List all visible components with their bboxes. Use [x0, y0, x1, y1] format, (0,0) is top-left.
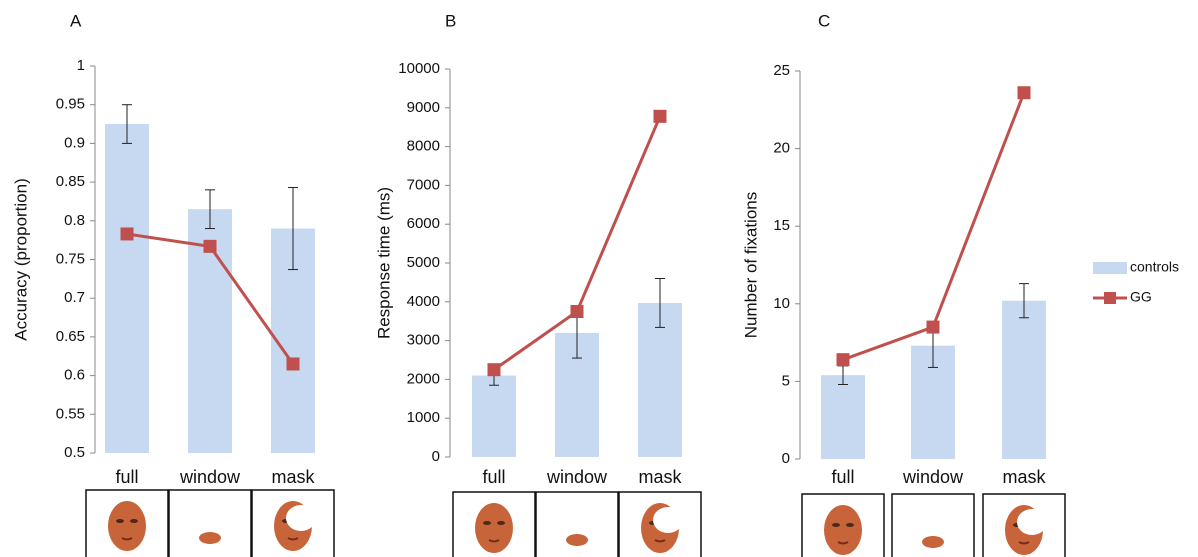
y-tick-label: 0.6: [64, 367, 85, 384]
bar: [1002, 301, 1046, 459]
y-tick-label: 0.9: [64, 134, 85, 151]
line-marker: [571, 305, 584, 318]
line-marker: [287, 357, 300, 370]
figure: A Accuracy (proportion) 0.5 0.55 0.6 0.65 0.7 0…: [0, 0, 1198, 557]
y-tick-label: 10: [773, 295, 790, 312]
line-marker: [837, 353, 850, 366]
panel-label: C: [818, 11, 830, 30]
line-marker: [121, 227, 134, 240]
x-tick-label: window: [179, 467, 241, 487]
line-marker: [204, 240, 217, 253]
y-tick-label: 0.95: [56, 96, 85, 113]
y-tick-label: 20: [773, 140, 790, 157]
x-tick-label: mask: [638, 467, 682, 487]
x-tick-label: mask: [1002, 467, 1046, 487]
y-tick-label: 25: [773, 62, 790, 79]
y-tick-label: 0.85: [56, 173, 85, 190]
bar: [472, 376, 516, 457]
y-tick-label: 4000: [407, 293, 440, 310]
y-tick-label: 0.75: [56, 250, 85, 267]
y-axis-label: Accuracy (proportion): [11, 178, 30, 341]
stimulus-face: [566, 534, 588, 546]
y-tick-label: 0.5: [64, 444, 85, 461]
stimulus-box: [536, 492, 618, 557]
y-tick-label: 9000: [407, 99, 440, 116]
y-tick-label: 0: [432, 448, 440, 465]
y-tick-label: 8000: [407, 138, 440, 155]
stimulus-mask: [653, 507, 683, 533]
y-axis-label: Number of fixations: [741, 192, 760, 338]
stimulus-mask: [1017, 509, 1047, 535]
x-tick-label: full: [115, 467, 138, 487]
y-tick-label: 15: [773, 217, 790, 234]
stimulus-face: [199, 532, 221, 544]
x-tick-label: full: [482, 467, 505, 487]
y-tick-label: 2000: [407, 370, 440, 387]
y-tick-label: 1: [77, 57, 85, 74]
y-tick-label: 3000: [407, 332, 440, 349]
bar: [821, 375, 865, 459]
y-tick-label: 0.65: [56, 328, 85, 345]
stimulus-face: [475, 503, 513, 553]
legend-label: GG: [1130, 289, 1152, 305]
x-tick-label: mask: [271, 467, 315, 487]
y-tick-label: 0: [782, 450, 790, 467]
stimulus-mask: [286, 505, 316, 531]
y-tick-label: 1000: [407, 409, 440, 426]
stimulus-box: [169, 490, 251, 557]
y-tick-label: 5: [782, 372, 790, 389]
page: {"chart_data": [ {"type": "bar_line", "p…: [0, 0, 1198, 557]
bar: [105, 124, 149, 453]
x-tick-label: full: [831, 467, 854, 487]
y-tick-label: 10000: [398, 60, 440, 77]
y-tick-label: 0.8: [64, 212, 85, 229]
panel-label: B: [445, 11, 456, 30]
legend-label: controls: [1130, 259, 1179, 275]
stimulus-face: [824, 505, 862, 555]
legend-swatch: [1093, 262, 1127, 274]
line-marker: [1018, 86, 1031, 99]
stimulus-face: [108, 501, 146, 551]
line-marker: [927, 321, 940, 334]
y-tick-label: 0.55: [56, 405, 85, 422]
stimulus-face: [922, 536, 944, 548]
line-marker: [654, 110, 667, 123]
y-tick-label: 5000: [407, 254, 440, 271]
line: [843, 93, 1024, 360]
legend-swatch: [1104, 292, 1116, 304]
y-axis-label: Response time (ms): [374, 187, 393, 339]
x-tick-label: window: [546, 467, 608, 487]
y-tick-label: 7000: [407, 176, 440, 193]
line-marker: [488, 363, 501, 376]
y-tick-label: 0.7: [64, 289, 85, 306]
y-tick-label: 6000: [407, 215, 440, 232]
x-tick-label: window: [902, 467, 964, 487]
panel-label: A: [70, 11, 82, 30]
